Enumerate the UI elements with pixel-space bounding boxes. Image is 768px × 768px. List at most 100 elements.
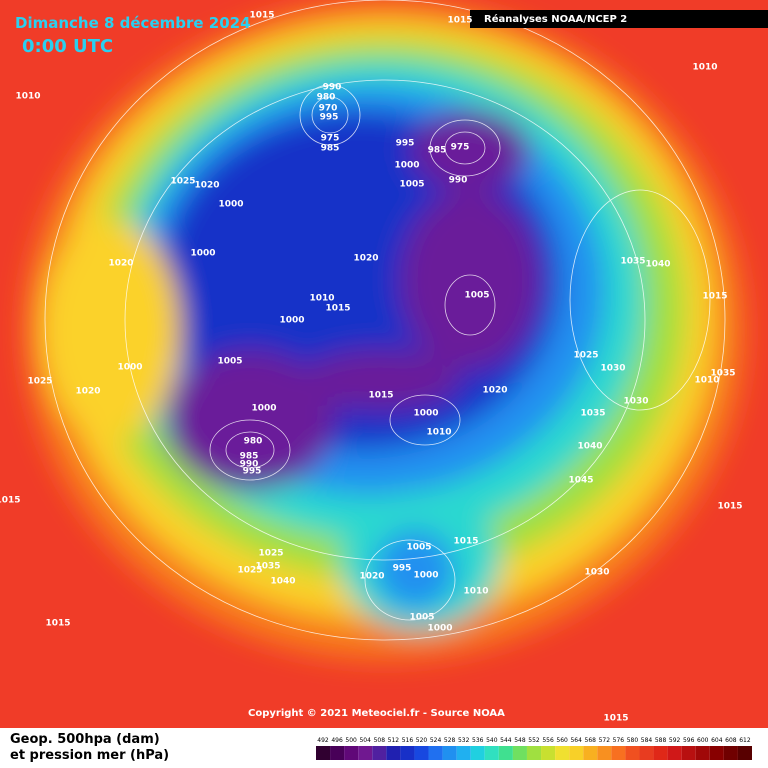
colorbar: 492 496 500 504 508 512 516 520 524 528 532 536 540 5… — [316, 737, 752, 760]
colorbar-label: 600 — [697, 737, 709, 744]
pressure-label: 1025 — [27, 377, 52, 387]
pressure-label: 1020 — [108, 259, 133, 269]
pressure-label: 1010 — [309, 294, 334, 304]
pressure-label: 1000 — [218, 200, 243, 210]
colorbar-swatch — [386, 746, 401, 760]
colorbar-label: 512 — [388, 737, 400, 744]
pressure-label: 985 — [321, 144, 340, 154]
pressure-label: 1030 — [623, 397, 648, 407]
pressure-label: 1025 — [170, 177, 195, 187]
colorbar-label: 520 — [416, 737, 428, 744]
colorbar-label: 568 — [585, 737, 597, 744]
colorbar-label: 528 — [444, 737, 456, 744]
pressure-label: 1015 — [603, 714, 628, 724]
pressure-label: 1020 — [482, 386, 507, 396]
colorbar-label: 500 — [345, 737, 357, 744]
colorbar-swatch — [625, 746, 640, 760]
colorbar-swatch — [723, 746, 738, 760]
pressure-label: 1005 — [399, 180, 424, 190]
colorbar-label: 572 — [599, 737, 611, 744]
pressure-label: 1020 — [359, 572, 384, 582]
pressure-label: 1005 — [217, 357, 242, 367]
colorbar-swatch — [526, 746, 542, 760]
pressure-label: 1035 — [255, 562, 280, 572]
colorbar-swatch — [442, 746, 457, 760]
colorbar-label: 576 — [613, 737, 625, 744]
copyright: Copyright © 2021 Meteociel.fr - Source N… — [248, 708, 505, 719]
pressure-label: 1010 — [463, 587, 488, 597]
pressure-label: 1000 — [117, 363, 142, 373]
colorbar-swatch — [372, 746, 387, 760]
colorbar-label: 496 — [331, 737, 343, 744]
colorbar-swatch — [400, 746, 415, 760]
colorbar-label: 516 — [402, 737, 414, 744]
colorbar-swatch — [667, 746, 682, 760]
pressure-label: 1015 — [45, 619, 70, 629]
pressure-label: 990 — [323, 83, 342, 93]
pressure-label: 995 — [243, 467, 262, 477]
colorbar-swatch — [653, 746, 668, 760]
colorbar-label: 612 — [739, 737, 751, 744]
colorbar-swatch — [414, 746, 429, 760]
colorbar-swatch — [737, 746, 752, 760]
caption: et pression mer (hPa) — [10, 748, 169, 763]
pressure-label: 995 — [393, 564, 412, 574]
pressure-label: 1010 — [426, 428, 451, 438]
colorbar-label: 584 — [641, 737, 653, 744]
pressure-label: 1030 — [584, 568, 609, 578]
pressure-label: 1005 — [464, 291, 489, 301]
colorbar-swatch — [428, 746, 443, 760]
pressure-label: 1045 — [568, 476, 593, 486]
pressure-label: 1005 — [406, 543, 431, 553]
pressure-label: 1040 — [577, 442, 602, 452]
pressure-label: 995 — [396, 139, 415, 149]
caption: Geop. 500hpa (dam) — [10, 732, 160, 747]
colorbar-swatch — [344, 746, 359, 760]
pressure-label: 1040 — [270, 577, 295, 587]
colorbar-label: 588 — [655, 737, 667, 744]
colorbar-swatch — [555, 746, 570, 760]
colorbar-label: 564 — [570, 737, 582, 744]
colorbar-swatch — [709, 746, 724, 760]
pressure-label: 1015 — [447, 16, 472, 26]
pressure-label: 985 — [428, 146, 447, 156]
colorbar-swatch — [541, 746, 556, 760]
colorbar-swatch — [484, 746, 499, 760]
isobars — [44, 0, 726, 641]
colorbar-label: 604 — [711, 737, 723, 744]
pressure-label: 975 — [321, 134, 340, 144]
colorbar-swatch — [597, 746, 612, 760]
pressure-label: 1010 — [692, 63, 717, 73]
pressure-label: 990 — [240, 460, 259, 470]
colorbar-label: 504 — [359, 737, 371, 744]
pressure-label: 1030 — [600, 364, 625, 374]
pressure-label: 1010 — [694, 376, 719, 386]
colorbar-swatch — [639, 746, 654, 760]
pressure-label: 1015 — [453, 537, 478, 547]
pressure-label: 1020 — [194, 181, 219, 191]
pressure-label: 1000 — [190, 249, 215, 259]
date: Dimanche 8 décembre 2024 — [15, 14, 251, 32]
colorbar-label: 580 — [627, 737, 639, 744]
pressure-label: 1000 — [413, 409, 438, 419]
pressure-label: 975 — [451, 143, 470, 153]
pressure-label: 1040 — [645, 260, 670, 270]
colorbar-label: 508 — [374, 737, 386, 744]
pressure-label: 1025 — [573, 351, 598, 361]
colorbar-swatch — [512, 746, 527, 760]
colorbar-label: 596 — [683, 737, 695, 744]
pressure-label: 1015 — [368, 391, 393, 401]
pressure-label: 985 — [240, 452, 259, 462]
pressure-label: 1000 — [251, 404, 276, 414]
pressure-label: 1015 — [702, 292, 727, 302]
colorbar-label: 544 — [500, 737, 512, 744]
pressure-label: 1015 — [0, 496, 21, 506]
time: 0:00 UTC — [22, 36, 113, 57]
pressure-label: 1000 — [427, 624, 452, 634]
pressure-label: 1015 — [249, 11, 274, 21]
colorbar-swatch — [470, 746, 485, 760]
pressure-label: 1035 — [710, 369, 735, 379]
colorbar-swatch — [358, 746, 373, 760]
